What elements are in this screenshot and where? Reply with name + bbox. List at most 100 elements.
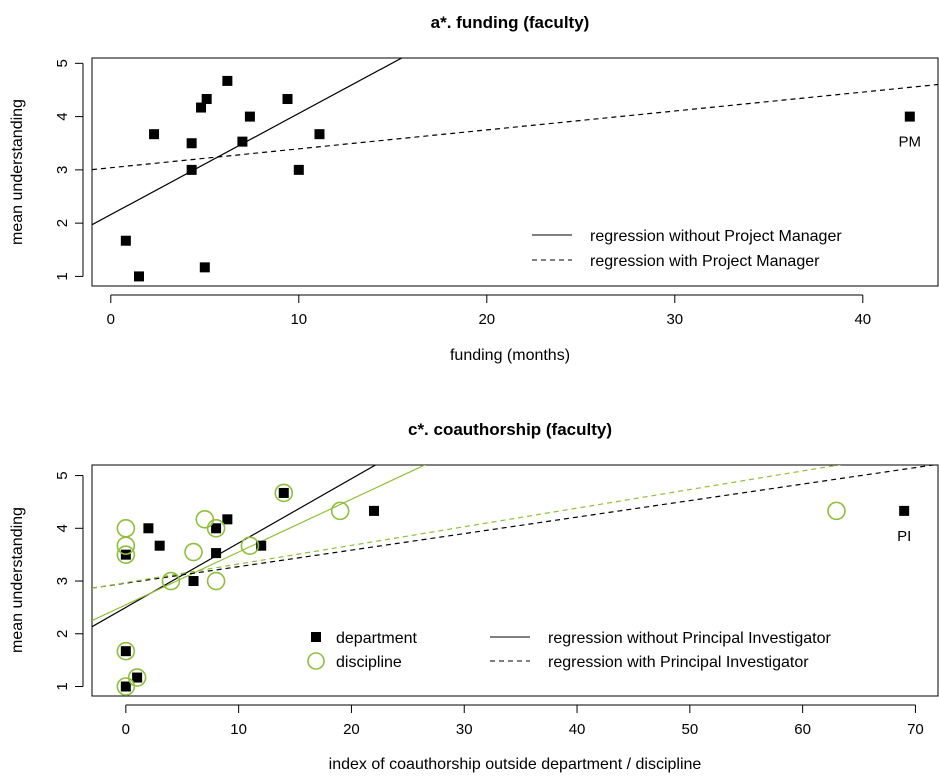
- chart-a-x-axis: 0 10 20 30 40: [107, 294, 871, 328]
- data-point-square: [256, 540, 267, 551]
- data-point-circle: [116, 545, 136, 564]
- y-tick-label: 1: [54, 682, 71, 690]
- data-point-square: [222, 75, 233, 86]
- chart-c-legend: department discipline regression without…: [307, 630, 831, 671]
- data-point-square: [278, 487, 289, 498]
- data-point-square: [196, 102, 207, 113]
- legend-c-discipline-label: discipline: [336, 654, 402, 671]
- data-point-circle: [827, 501, 846, 521]
- data-point-square: [188, 576, 199, 587]
- chart-a: a*. funding (faculty) 0 10 20 30 40 1 2 3 4 5 fu…: [9, 13, 939, 364]
- data-point-circle: [116, 641, 136, 661]
- chart-c-annotation-pi: PI: [897, 528, 911, 545]
- data-point-square: [369, 505, 379, 516]
- chart-a-ylabel: mean understanding: [9, 99, 26, 245]
- data-point-circle: [184, 542, 203, 562]
- x-tick-label: 0: [107, 311, 115, 328]
- data-point-square: [211, 548, 222, 559]
- y-tick-label: 2: [54, 219, 71, 227]
- data-point-square: [134, 271, 144, 282]
- legend-c-line-without: regression without Principal Investigato…: [548, 630, 831, 647]
- data-point-square: [211, 523, 222, 534]
- chart-a-regression-lines: [92, 58, 938, 226]
- chart-a-y-axis: 1 2 3 4 5: [54, 59, 84, 281]
- chart-a-annotation-pm: PM: [899, 134, 922, 151]
- data-point-square: [899, 505, 910, 516]
- y-tick-label: 1: [54, 272, 71, 280]
- legend-c-line-with: regression with Principal Investigator: [548, 654, 809, 671]
- data-point-square: [143, 523, 154, 534]
- data-point-circle: [274, 483, 294, 503]
- chart-c-title: c*. coauthorship (faculty): [408, 420, 612, 439]
- x-tick-label: 0: [122, 721, 130, 738]
- data-point-square: [904, 111, 915, 122]
- x-tick-label: 70: [907, 721, 924, 738]
- chart-c-x-axis: 0 10 20 30 40 50 60 70: [122, 704, 924, 738]
- regression-line: [92, 465, 377, 628]
- data-point-circle: [161, 571, 181, 591]
- legend-a-entry-with: regression with Project Manager: [590, 253, 820, 270]
- y-tick-label: 3: [54, 577, 71, 585]
- data-point-square: [120, 681, 131, 692]
- data-point-circle: [206, 571, 226, 591]
- x-tick-label: 40: [569, 721, 586, 738]
- data-point-circle: [195, 510, 215, 529]
- data-point-square: [293, 164, 304, 175]
- x-tick-label: 20: [478, 311, 495, 328]
- chart-a-title: a*. funding (faculty): [431, 13, 590, 32]
- data-point-square: [199, 262, 210, 273]
- regression-line: [92, 465, 938, 589]
- data-point-square: [201, 94, 212, 105]
- data-point-square: [120, 235, 131, 246]
- data-point-square: [132, 672, 143, 683]
- x-tick-label: 40: [854, 311, 871, 328]
- regression-line: [92, 465, 427, 622]
- regression-line: [92, 465, 843, 589]
- data-point-circle: [116, 518, 136, 538]
- x-tick-label: 60: [794, 721, 811, 738]
- legend-c-department-label: department: [336, 630, 417, 647]
- chart-a-legend: regression without Project Manager regre…: [532, 228, 842, 270]
- legend-c-discipline-marker: [307, 652, 325, 670]
- y-tick-label: 5: [54, 471, 71, 479]
- data-point-square: [154, 540, 165, 551]
- chart-a-points: [120, 75, 915, 282]
- data-point-circle: [116, 677, 136, 696]
- regression-line: [92, 83, 938, 171]
- data-point-circle: [240, 536, 260, 555]
- x-tick-label: 20: [343, 721, 360, 738]
- regression-line: [92, 58, 403, 226]
- y-tick-label: 4: [54, 112, 71, 120]
- chart-c-plot-frame: [91, 464, 939, 697]
- y-tick-label: 2: [54, 630, 71, 638]
- data-point-square: [222, 514, 233, 525]
- legend-a-entry-without: regression without Project Manager: [590, 228, 842, 245]
- data-point-circle: [206, 518, 226, 538]
- data-point-square: [282, 94, 293, 105]
- x-tick-label: 10: [290, 311, 307, 328]
- x-tick-label: 50: [681, 721, 698, 738]
- data-point-circle: [127, 668, 147, 687]
- chart-c-regression-lines: [92, 465, 938, 628]
- x-tick-label: 30: [456, 721, 473, 738]
- chart-a-xlabel: funding (months): [450, 347, 570, 364]
- data-point-square: [314, 129, 325, 140]
- data-point-circle: [330, 501, 350, 521]
- data-point-square: [120, 646, 131, 657]
- x-tick-label: 10: [230, 721, 247, 738]
- chart-c-y-axis: 1 2 3 4 5: [54, 471, 84, 691]
- data-point-circle: [116, 536, 136, 555]
- data-point-square: [149, 129, 160, 140]
- data-point-square: [237, 136, 248, 147]
- chart-c: c*. coauthorship (faculty) 0 10 20 30 40 50 60…: [9, 420, 939, 773]
- y-tick-label: 3: [54, 166, 71, 174]
- x-tick-label: 30: [666, 311, 683, 328]
- data-point-square: [244, 111, 255, 122]
- chart-c-xlabel: index of coauthorship outside department…: [329, 756, 702, 773]
- legend-c-department-marker: [311, 632, 321, 642]
- chart-c-points: [116, 483, 910, 696]
- y-tick-label: 5: [54, 59, 71, 67]
- y-tick-label: 4: [54, 524, 71, 532]
- data-point-square: [186, 164, 197, 175]
